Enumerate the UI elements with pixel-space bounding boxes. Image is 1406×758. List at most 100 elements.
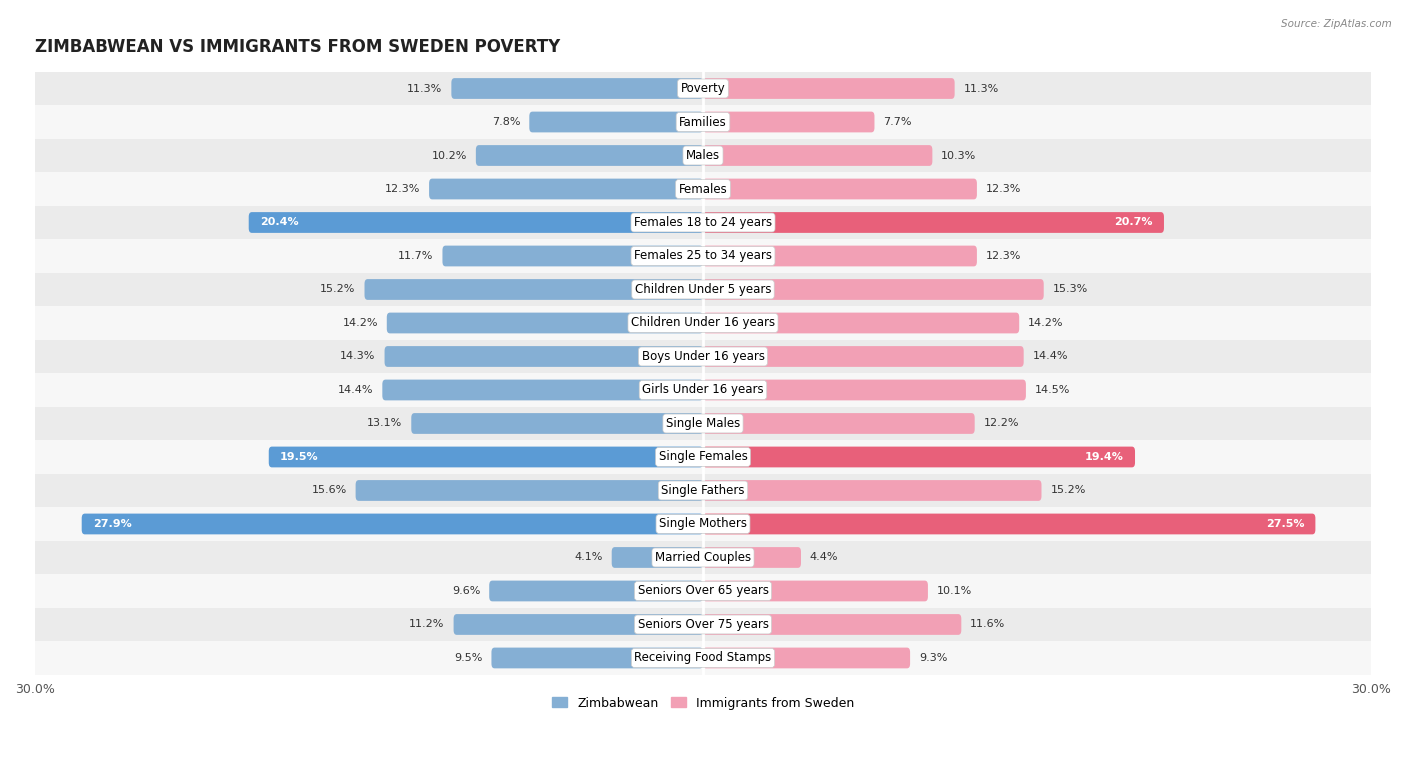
- Bar: [35, 273, 1371, 306]
- Text: 14.2%: 14.2%: [1028, 318, 1063, 328]
- FancyBboxPatch shape: [703, 480, 1042, 501]
- Text: Married Couples: Married Couples: [655, 551, 751, 564]
- Bar: [35, 373, 1371, 407]
- Text: Poverty: Poverty: [681, 82, 725, 95]
- Text: 10.3%: 10.3%: [941, 151, 977, 161]
- FancyBboxPatch shape: [703, 78, 955, 99]
- FancyBboxPatch shape: [703, 380, 1026, 400]
- Text: Families: Families: [679, 115, 727, 129]
- Text: 4.4%: 4.4%: [810, 553, 838, 562]
- Text: Single Fathers: Single Fathers: [661, 484, 745, 497]
- FancyBboxPatch shape: [82, 514, 703, 534]
- FancyBboxPatch shape: [249, 212, 703, 233]
- Bar: [35, 139, 1371, 172]
- Text: 11.2%: 11.2%: [409, 619, 444, 629]
- Text: 14.4%: 14.4%: [1032, 352, 1069, 362]
- FancyBboxPatch shape: [703, 312, 1019, 334]
- Text: Source: ZipAtlas.com: Source: ZipAtlas.com: [1281, 19, 1392, 29]
- Text: 15.2%: 15.2%: [1050, 485, 1085, 496]
- Text: 20.4%: 20.4%: [260, 218, 298, 227]
- Text: 14.2%: 14.2%: [343, 318, 378, 328]
- Text: 11.6%: 11.6%: [970, 619, 1005, 629]
- Text: Receiving Food Stamps: Receiving Food Stamps: [634, 651, 772, 665]
- Bar: [35, 407, 1371, 440]
- Bar: [35, 507, 1371, 540]
- Text: 12.3%: 12.3%: [986, 184, 1021, 194]
- Text: 9.5%: 9.5%: [454, 653, 482, 663]
- Text: Females: Females: [679, 183, 727, 196]
- Text: Males: Males: [686, 149, 720, 162]
- FancyBboxPatch shape: [703, 179, 977, 199]
- Text: Seniors Over 75 years: Seniors Over 75 years: [637, 618, 769, 631]
- FancyBboxPatch shape: [703, 581, 928, 601]
- Text: Children Under 5 years: Children Under 5 years: [634, 283, 772, 296]
- Text: 19.4%: 19.4%: [1085, 452, 1123, 462]
- FancyBboxPatch shape: [703, 346, 1024, 367]
- FancyBboxPatch shape: [364, 279, 703, 300]
- Legend: Zimbabwean, Immigrants from Sweden: Zimbabwean, Immigrants from Sweden: [547, 691, 859, 715]
- FancyBboxPatch shape: [703, 246, 977, 266]
- Text: 20.7%: 20.7%: [1115, 218, 1153, 227]
- Text: 15.2%: 15.2%: [321, 284, 356, 295]
- Text: Single Males: Single Males: [666, 417, 740, 430]
- Text: 4.1%: 4.1%: [575, 553, 603, 562]
- FancyBboxPatch shape: [385, 346, 703, 367]
- Text: 7.8%: 7.8%: [492, 117, 520, 127]
- FancyBboxPatch shape: [612, 547, 703, 568]
- Text: 14.4%: 14.4%: [337, 385, 374, 395]
- FancyBboxPatch shape: [703, 547, 801, 568]
- Text: 14.3%: 14.3%: [340, 352, 375, 362]
- Text: 12.2%: 12.2%: [984, 418, 1019, 428]
- Bar: [35, 641, 1371, 675]
- FancyBboxPatch shape: [454, 614, 703, 635]
- FancyBboxPatch shape: [703, 647, 910, 669]
- FancyBboxPatch shape: [529, 111, 703, 133]
- Text: 9.3%: 9.3%: [920, 653, 948, 663]
- FancyBboxPatch shape: [269, 446, 703, 468]
- FancyBboxPatch shape: [387, 312, 703, 334]
- FancyBboxPatch shape: [412, 413, 703, 434]
- FancyBboxPatch shape: [489, 581, 703, 601]
- Text: Boys Under 16 years: Boys Under 16 years: [641, 350, 765, 363]
- Text: 10.2%: 10.2%: [432, 151, 467, 161]
- Bar: [35, 306, 1371, 340]
- Text: Seniors Over 65 years: Seniors Over 65 years: [637, 584, 769, 597]
- Text: 27.9%: 27.9%: [93, 519, 132, 529]
- Text: 12.3%: 12.3%: [986, 251, 1021, 261]
- FancyBboxPatch shape: [703, 279, 1043, 300]
- Bar: [35, 575, 1371, 608]
- Text: Girls Under 16 years: Girls Under 16 years: [643, 384, 763, 396]
- Text: 11.3%: 11.3%: [963, 83, 998, 93]
- Text: ZIMBABWEAN VS IMMIGRANTS FROM SWEDEN POVERTY: ZIMBABWEAN VS IMMIGRANTS FROM SWEDEN POV…: [35, 38, 560, 56]
- FancyBboxPatch shape: [382, 380, 703, 400]
- Text: 12.3%: 12.3%: [385, 184, 420, 194]
- Bar: [35, 340, 1371, 373]
- Text: 15.6%: 15.6%: [312, 485, 347, 496]
- FancyBboxPatch shape: [703, 111, 875, 133]
- Bar: [35, 172, 1371, 205]
- Text: 10.1%: 10.1%: [936, 586, 972, 596]
- Text: Females 25 to 34 years: Females 25 to 34 years: [634, 249, 772, 262]
- FancyBboxPatch shape: [451, 78, 703, 99]
- Text: 14.5%: 14.5%: [1035, 385, 1070, 395]
- Bar: [35, 72, 1371, 105]
- FancyBboxPatch shape: [703, 614, 962, 635]
- FancyBboxPatch shape: [356, 480, 703, 501]
- Text: 15.3%: 15.3%: [1053, 284, 1088, 295]
- Text: 11.7%: 11.7%: [398, 251, 433, 261]
- Text: 27.5%: 27.5%: [1265, 519, 1305, 529]
- Bar: [35, 540, 1371, 575]
- Bar: [35, 205, 1371, 240]
- Bar: [35, 440, 1371, 474]
- Text: Females 18 to 24 years: Females 18 to 24 years: [634, 216, 772, 229]
- FancyBboxPatch shape: [703, 514, 1316, 534]
- Text: Children Under 16 years: Children Under 16 years: [631, 317, 775, 330]
- FancyBboxPatch shape: [703, 413, 974, 434]
- FancyBboxPatch shape: [703, 212, 1164, 233]
- Text: 11.3%: 11.3%: [408, 83, 443, 93]
- Text: Single Females: Single Females: [658, 450, 748, 463]
- Bar: [35, 608, 1371, 641]
- Text: 19.5%: 19.5%: [280, 452, 319, 462]
- Bar: [35, 105, 1371, 139]
- FancyBboxPatch shape: [429, 179, 703, 199]
